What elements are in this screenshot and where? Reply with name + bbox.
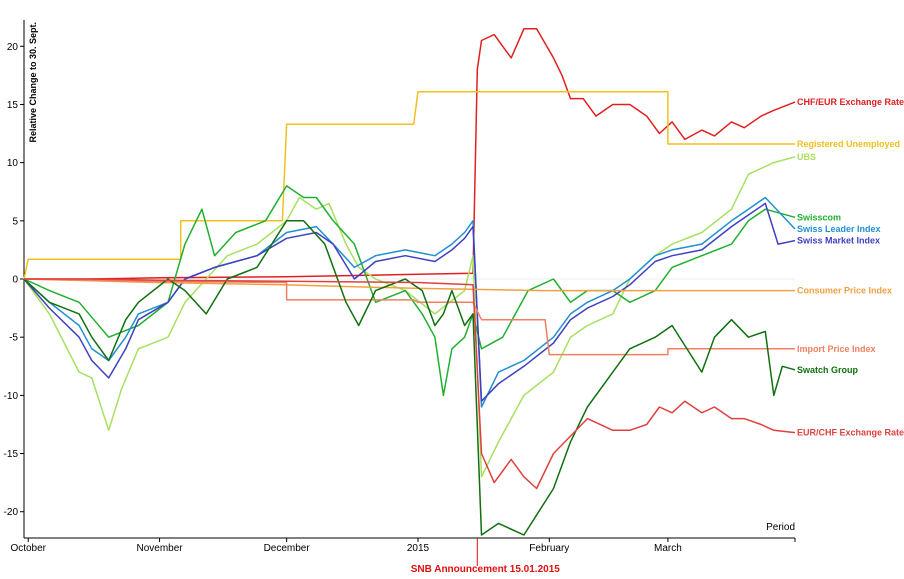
x-tick-label: March (654, 543, 682, 554)
series-label-chf-eur-exchange-rate: CHF/EUR Exchange Rate (797, 97, 904, 107)
y-tick-label: 5 (12, 216, 18, 227)
series-line-eur-chf-exchange-rate (24, 278, 796, 490)
x-tick-label: February (529, 543, 569, 554)
x-tick-label: November (136, 543, 183, 554)
series-label-eur-chf-exchange-rate: EUR/CHF Exchange Rate (797, 428, 904, 438)
series-label-import-price-index: Import Price Index (797, 344, 876, 354)
series-line-swiss-market-index (23, 202, 796, 402)
y-tick-label: 15 (7, 100, 19, 111)
series-label-ubs: UBS (797, 152, 816, 162)
y-tick-label: 20 (7, 42, 19, 53)
series-label-swiss-leader-index: Swiss Leader Index (797, 224, 881, 234)
series-group (23, 28, 796, 536)
axes (23, 20, 795, 539)
annotation-label: SNB Announcement 15.01.2015 (411, 564, 561, 575)
series-line-swiss-leader-index (23, 196, 796, 408)
y-tick-label: -5 (9, 333, 18, 344)
series-label-swisscom: Swisscom (797, 212, 841, 222)
series-label-consumer-price-index: Consumer Price Index (797, 286, 892, 296)
series-label-registered-unemployed: Registered Unemployed (797, 139, 900, 149)
y-tick-label: 10 (7, 158, 19, 169)
x-axis-label: Period (766, 522, 795, 533)
series-label-swiss-market-index: Swiss Market Index (797, 236, 880, 246)
series-line-consumer-price-index (23, 278, 795, 292)
y-ticks: -20 -15 -10 -5 0 5 10 15 20 (4, 42, 24, 518)
series-line-registered-unemployed (23, 90, 795, 280)
series-line-swisscom (23, 185, 796, 397)
y-tick-label: -10 (4, 391, 19, 402)
x-ticks: October November December 2015 February March (10, 538, 796, 554)
series-line-ubs (23, 156, 796, 478)
annotation: SNB Announcement 15.01.2015 (411, 538, 561, 575)
y-axis-label: Relative Change to 30. Sept. (28, 22, 38, 143)
series-line-import-price-index (23, 278, 795, 356)
series-label-swatch-group: Swatch Group (797, 365, 859, 375)
series-labels: CHF/EUR Exchange Rate Registered Unemploy… (797, 97, 904, 437)
x-tick-label: December (264, 543, 311, 554)
y-tick-label: 0 (12, 275, 18, 286)
x-tick-label: 2015 (407, 543, 430, 554)
series-line-swatch-group (23, 220, 796, 536)
y-tick-label: -20 (4, 507, 19, 518)
x-tick-label: October (10, 543, 46, 554)
y-tick-label: -15 (4, 449, 19, 460)
